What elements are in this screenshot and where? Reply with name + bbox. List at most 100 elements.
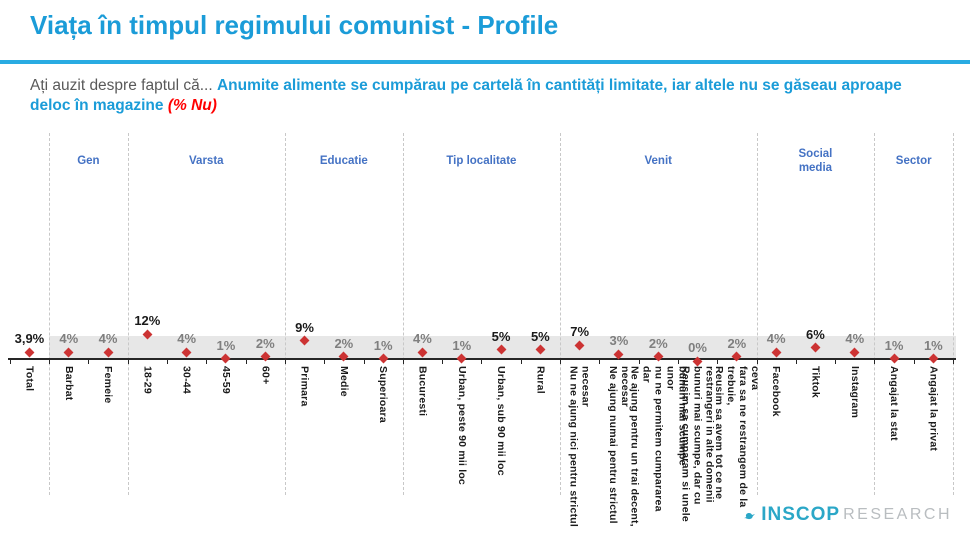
page-title: Viața în timpul regimului comunist - Pro… <box>30 10 559 40</box>
value-label: 1% <box>216 337 236 353</box>
axis-tick <box>795 360 797 364</box>
value-label: 1% <box>373 337 393 353</box>
category-label: 45-59 <box>219 366 232 394</box>
axis-tick <box>599 360 601 364</box>
category-label: Nu ne ajung nici pentru strictul necesar <box>567 366 592 527</box>
value-label: 4% <box>413 331 432 346</box>
category-label: Medie <box>337 366 350 397</box>
axis-tick <box>9 360 11 364</box>
group-label: Educatie <box>319 155 368 167</box>
question-metric: (% Nu) <box>167 97 217 114</box>
axis-tick <box>481 360 483 364</box>
data-point-marker <box>24 347 35 358</box>
value-label: 4% <box>177 331 197 346</box>
value-label: 0% <box>688 340 707 355</box>
category-label: Femeie <box>102 366 115 404</box>
axis-tick <box>717 360 719 364</box>
group-label: Gen <box>77 155 100 167</box>
value-label: 5% <box>530 328 550 344</box>
category-label: Tiktok <box>809 366 822 398</box>
category-label: Superioara <box>377 366 390 423</box>
category-label: 60+ <box>259 366 272 385</box>
axis-tick <box>127 360 129 364</box>
group-label: Varsta <box>189 155 224 167</box>
value-label: 1% <box>884 337 904 353</box>
value-label: 5% <box>491 328 511 344</box>
value-label: 7% <box>570 324 590 340</box>
value-label: 2% <box>648 335 668 351</box>
category-label: Angajat la privat <box>927 366 940 452</box>
category-label: Bucuresti <box>416 366 429 417</box>
axis-tick <box>284 360 286 364</box>
group-divider <box>284 133 286 495</box>
group-label: Tip localitate <box>446 155 517 167</box>
category-label: Angajat la stat <box>888 366 901 441</box>
value-label: 2% <box>255 335 275 351</box>
question-highlight: Anumite alimente se cumpărau pe cartelă … <box>30 77 902 114</box>
value-label: 3% <box>609 333 629 349</box>
bird-icon <box>744 512 756 519</box>
category-label: Total <box>23 366 36 392</box>
value-label: 9% <box>295 319 314 335</box>
category-label: Reusim sa cumparam si unele bunuri mai s… <box>679 366 716 522</box>
axis-tick <box>835 360 837 364</box>
axis-tick <box>756 360 758 364</box>
category-label: 30-44 <box>180 366 193 394</box>
axis-tick <box>363 360 365 364</box>
category-label: 18-29 <box>141 366 154 394</box>
logo-name: INSCOP <box>761 504 841 525</box>
category-label: Urban, sub 90 mii loc <box>495 366 508 476</box>
category-label: Reusim sa avem tot ce ne trebuie, fara s… <box>712 366 761 508</box>
value-label: 1% <box>452 337 472 353</box>
profile-scatter-chart: Gen Varsta Educatie Tip localitate Venit Soci… <box>0 130 970 534</box>
inscop-logo: INSCOP RESEARCH <box>743 504 952 526</box>
axis-tick <box>913 360 915 364</box>
group-divider <box>874 133 876 495</box>
value-label: 3,9% <box>14 331 45 347</box>
value-label: 6% <box>806 326 825 342</box>
axis-tick <box>402 360 404 364</box>
logo-suffix: RESEARCH <box>843 506 952 523</box>
axis-tick <box>442 360 444 364</box>
value-label: 1% <box>923 337 943 353</box>
axis-tick <box>49 360 51 364</box>
value-label: 12% <box>134 313 161 328</box>
group-divider <box>49 133 51 495</box>
axis-tick <box>206 360 208 364</box>
group-divider <box>560 133 561 495</box>
group-divider <box>953 133 954 495</box>
category-label: Ne ajung pentru un trai decent, dar nu n… <box>628 366 689 527</box>
axis-tick <box>88 360 90 364</box>
category-label: Facebook <box>770 366 783 417</box>
question-prefix: Ați auzit despre faptul că... <box>30 77 217 94</box>
value-label: 4% <box>845 331 865 346</box>
group-divider <box>402 133 404 495</box>
axis-tick <box>677 360 679 364</box>
category-label: Urban, peste 90 mii loc <box>455 366 468 485</box>
value-label: 2% <box>334 335 354 351</box>
axis-tick <box>245 360 247 364</box>
category-label: Instagram <box>848 366 861 418</box>
group-divider <box>756 133 758 495</box>
group-label: Venit <box>644 155 672 167</box>
category-label: Barbat <box>62 366 75 401</box>
axis-tick <box>324 360 326 364</box>
axis-tick <box>560 360 561 364</box>
question-text: Ați auzit despre faptul că... Anumite al… <box>30 76 942 116</box>
title-divider-rule <box>0 60 970 64</box>
axis-tick <box>167 360 168 364</box>
group-divider <box>127 133 129 495</box>
axis-tick <box>874 360 876 364</box>
value-label: 2% <box>727 335 747 351</box>
axis-tick <box>638 360 640 364</box>
category-label: Ne ajung numai pentru strictul necesar <box>606 366 631 524</box>
category-label: Primara <box>298 366 311 407</box>
axis-tick <box>520 360 522 364</box>
group-label: Sector <box>895 155 932 167</box>
value-label: 4% <box>98 331 118 346</box>
axis-tick <box>953 360 954 364</box>
value-label: 4% <box>59 331 79 346</box>
category-label: Rural <box>534 366 547 394</box>
value-label: 4% <box>766 331 786 346</box>
group-label: Social media <box>798 148 833 174</box>
